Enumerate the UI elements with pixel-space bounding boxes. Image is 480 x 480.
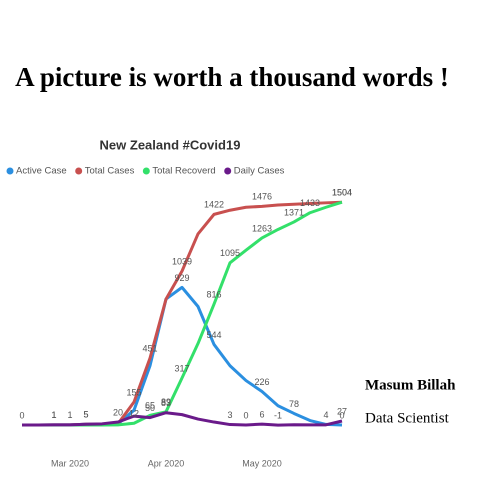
- data-label: 155: [126, 387, 141, 397]
- data-label: 544: [206, 330, 221, 340]
- data-label: 4: [323, 410, 328, 420]
- data-label: 3: [227, 410, 232, 420]
- author-name: Masum Billah: [365, 377, 456, 393]
- data-label: 83: [161, 398, 171, 408]
- data-label: 6: [259, 409, 264, 419]
- data-label: 1039: [172, 256, 192, 266]
- legend-label: Total Cases: [85, 166, 135, 177]
- data-label: -1: [274, 411, 282, 421]
- data-line: [22, 200, 343, 427]
- data-label: 50: [145, 403, 155, 413]
- x-tick-label: Apr 2020: [148, 458, 185, 468]
- data-label: 89: [161, 397, 171, 407]
- data-label: 1: [51, 410, 56, 420]
- legend-swatch: [75, 167, 83, 175]
- data-label: 226: [254, 377, 269, 387]
- data-label: 1: [67, 410, 72, 420]
- data-label: 1433: [300, 198, 320, 208]
- data-label: 929: [174, 273, 189, 283]
- data-line: [22, 200, 343, 427]
- data-label: 0: [339, 410, 344, 420]
- data-label: 0: [243, 410, 248, 420]
- legend-swatch: [6, 167, 14, 175]
- data-label: 1504: [332, 188, 352, 198]
- data-label: 12: [129, 409, 139, 419]
- data-label: 1263: [252, 223, 272, 233]
- legend-label: Active Case: [16, 166, 67, 177]
- data-label: 0: [19, 410, 24, 420]
- data-label: 1371: [284, 207, 304, 217]
- page-title: A picture is worth a thousand words !: [15, 62, 449, 92]
- data-line: [22, 411, 343, 427]
- legend-swatch: [224, 167, 232, 175]
- data-label: 1: [51, 410, 56, 420]
- data-label: 816: [206, 290, 221, 300]
- legend-label: Total Recoverd: [152, 166, 215, 177]
- data-label: 65: [145, 401, 155, 411]
- author-role: Data Scientist: [365, 410, 450, 426]
- data-label: 1476: [252, 192, 272, 202]
- data-label: 5: [83, 410, 88, 420]
- data-label: 451: [142, 344, 157, 354]
- data-label: 5: [83, 410, 88, 420]
- legend-swatch: [142, 167, 150, 175]
- data-label: 1504: [332, 188, 352, 198]
- data-label: 27: [337, 406, 347, 416]
- data-label: 20: [113, 407, 123, 417]
- chart-title: New Zealand #Covid19: [100, 137, 241, 152]
- data-label: 317: [174, 363, 189, 373]
- x-tick-label: May 2020: [242, 458, 282, 468]
- data-label: 1422: [204, 200, 224, 210]
- legend-label: Daily Cases: [234, 166, 285, 177]
- x-tick-label: Mar 2020: [51, 458, 89, 468]
- data-label: 1095: [220, 248, 240, 258]
- data-label: 78: [289, 399, 299, 409]
